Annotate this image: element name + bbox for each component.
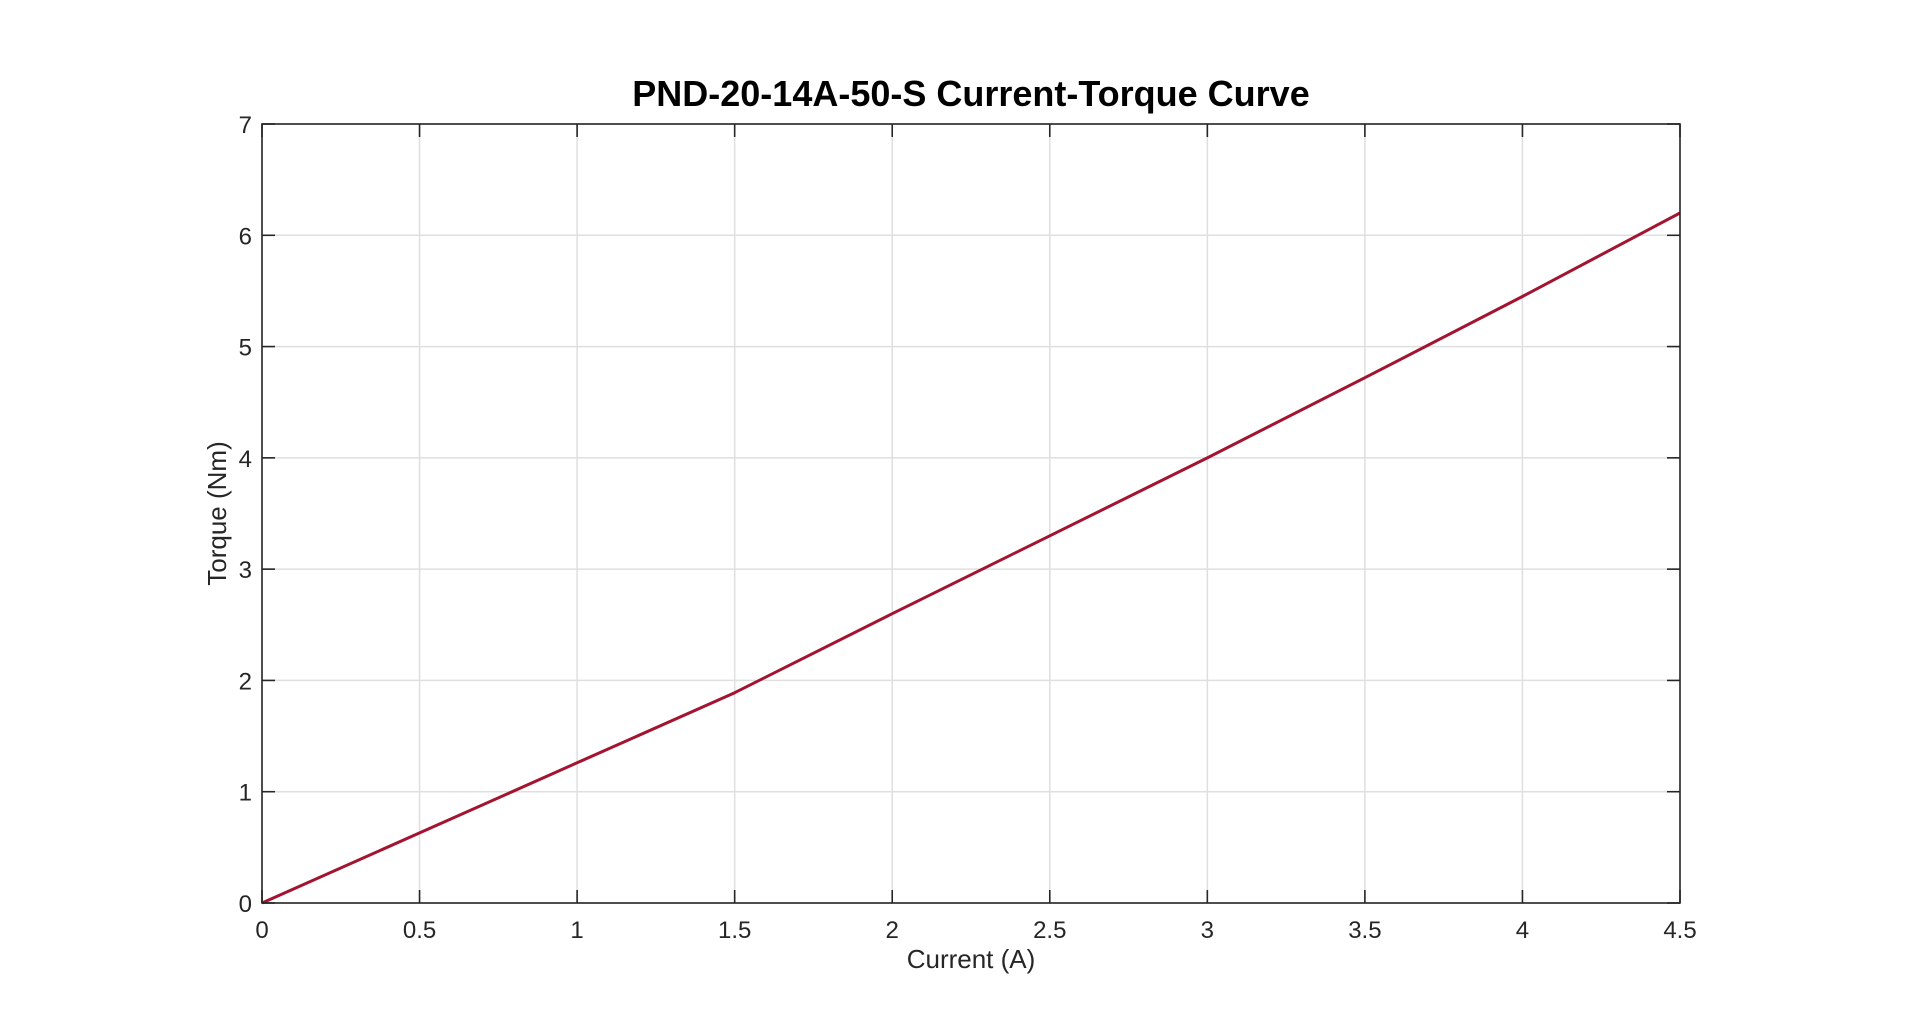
x-tick-label: 3.5 (1348, 917, 1381, 944)
y-axis-label: Torque (Nm) (202, 441, 232, 585)
x-axis-label: Current (A) (907, 944, 1036, 974)
y-tick-label: 0 (239, 891, 252, 918)
x-tick-label: 2.5 (1033, 917, 1066, 944)
plot-area (261, 211, 1681, 905)
x-tick-label: 3 (1201, 917, 1214, 944)
y-tick-label: 2 (239, 668, 252, 695)
axes-frame (261, 123, 1681, 904)
tick-marks (261, 123, 1681, 904)
x-tick-label: 0.5 (403, 917, 436, 944)
y-tick-label: 6 (239, 223, 252, 250)
y-tick-label: 7 (239, 112, 252, 139)
x-tick-label: 4 (1516, 917, 1529, 944)
x-tick-label: 2 (886, 917, 899, 944)
x-tick-label: 0 (255, 917, 268, 944)
y-tick-labels: 0 1 2 3 4 5 6 7 (239, 112, 252, 918)
x-tick-label: 1.5 (718, 917, 751, 944)
series-line (261, 211, 1681, 905)
x-tick-label: 4.5 (1663, 917, 1696, 944)
y-tick-label: 4 (239, 446, 252, 473)
x-tick-labels: 0 0.5 1 1.5 2 2.5 3 3.5 4 4.5 (255, 917, 1696, 944)
grid-lines (261, 123, 1681, 904)
y-tick-label: 3 (239, 557, 252, 584)
x-tick-label: 1 (570, 917, 583, 944)
y-tick-label: 5 (239, 335, 252, 362)
y-tick-label: 1 (239, 780, 252, 807)
chart-title: PND-20-14A-50-S Current-Torque Curve (632, 73, 1309, 114)
